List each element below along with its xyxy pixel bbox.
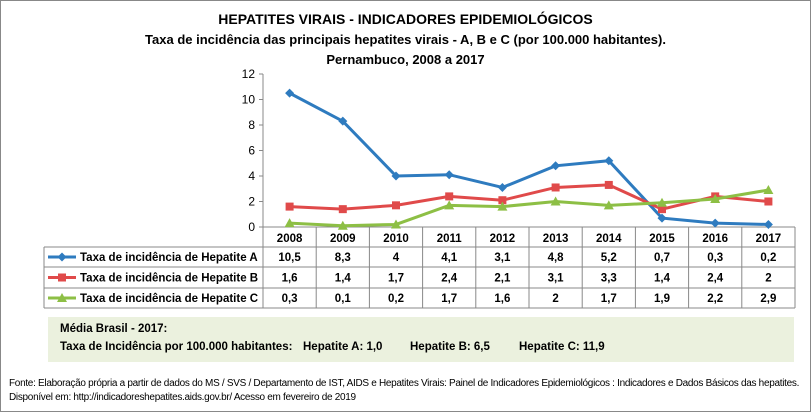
legend-label: Taxa de incidência de Hepatite B [80, 273, 258, 285]
series-line [288, 91, 769, 226]
data-point [551, 183, 560, 192]
x-tick-label: 2008 [277, 233, 303, 245]
data-point [604, 180, 613, 189]
table-cell: 0,2 [388, 293, 404, 305]
table-cell: 1,4 [654, 273, 671, 285]
table-cell: 2,1 [494, 273, 511, 285]
table-cell: 1,6 [282, 273, 298, 285]
data-point [337, 220, 348, 230]
table-cell: 4,8 [548, 252, 565, 264]
table-cell: 3,1 [494, 252, 511, 264]
x-tick-label: 2014 [596, 233, 622, 245]
x-tick-label: 2017 [756, 233, 782, 245]
note-heading: Média Brasil - 2017: [60, 323, 168, 335]
x-tick-label: 2010 [383, 233, 409, 245]
table-cell: 0,3 [707, 252, 723, 264]
data-point [551, 161, 561, 171]
y-tick-label: 0 [248, 220, 255, 234]
y-tick-label: 12 [242, 67, 256, 81]
x-tick-label: 2016 [702, 233, 728, 245]
data-point [444, 200, 455, 210]
table-cell: 3,3 [601, 273, 617, 285]
data-point [498, 196, 507, 205]
legend-marker [57, 293, 67, 302]
data-point [658, 205, 666, 214]
chart-plot: 0 2 4 6 8 10 12 2008 2009 2010 2011 2012 2013 2014 201… [43, 67, 796, 309]
data-point [497, 201, 508, 211]
table-cell: 2 [765, 273, 771, 285]
table-cell: 1,7 [441, 293, 457, 305]
table-cell: 2,4 [707, 273, 724, 285]
table-cell: 1,7 [601, 293, 617, 305]
table-cell: 0,3 [282, 293, 298, 305]
data-point [657, 197, 667, 207]
table-cell: 5,2 [601, 252, 617, 264]
x-tick-label: 2013 [543, 233, 569, 245]
data-point [603, 200, 614, 210]
table-cell: 1,7 [388, 273, 404, 285]
data-point [285, 88, 295, 98]
legend-marker [58, 273, 66, 282]
brazil-average-box: Média Brasil - 2017: Taxa de Incidência … [48, 317, 794, 362]
table-cell: 2,2 [707, 293, 723, 305]
data-point [763, 219, 773, 229]
data-point [657, 213, 667, 223]
data-point [284, 218, 295, 228]
table-cell: 2 [552, 293, 558, 305]
series-line [289, 188, 769, 228]
source-note: Fonte: Elaboração própria a partir de da… [9, 378, 800, 403]
table-cell: 1,6 [494, 293, 510, 305]
x-tick-label: 2009 [330, 233, 356, 245]
table-cell: 1,9 [654, 293, 670, 305]
series-line [289, 183, 769, 211]
data-point [604, 156, 614, 166]
y-tick-label: 2 [248, 195, 255, 209]
table-cell: 0,2 [760, 252, 776, 264]
data-point [445, 192, 454, 201]
y-tick-label: 8 [248, 118, 255, 132]
data-point [763, 185, 774, 195]
chart-title: HEPATITES VIRAIS - INDICADORES EPIDEMIOL… [218, 11, 593, 27]
note-label: Taxa de Incidência por 100.000 habitante… [60, 341, 293, 353]
y-tick-label: 10 [242, 93, 256, 107]
chart-subtitle: Taxa de incidência das principais hepati… [145, 32, 666, 47]
data-point [444, 170, 454, 180]
data-point [550, 196, 561, 206]
x-tick-label: 2012 [490, 233, 516, 245]
legend-label: Taxa de incidência de Hepatite C [80, 293, 258, 305]
y-tick-label: 6 [248, 144, 255, 158]
table-cell: 4,1 [441, 252, 458, 264]
legend-marker [57, 252, 67, 262]
data-point [391, 171, 401, 181]
table-cell: 2,9 [760, 293, 776, 305]
table-cell: 4 [393, 252, 400, 264]
table-cell: 8,3 [335, 252, 351, 264]
x-tick-label: 2011 [437, 233, 463, 245]
data-point [338, 116, 348, 126]
data-point [392, 201, 400, 210]
chart-subtitle-2: Pernambuco, 2008 a 2017 [326, 52, 485, 67]
note-hep-c: Hepatite C: 11,9 [519, 341, 605, 353]
table-cell: 2,4 [441, 273, 458, 285]
legend-label: Taxa de incidência de Hepatite A [80, 252, 258, 264]
data-point [497, 182, 507, 192]
data-point [764, 197, 773, 206]
data-point [710, 218, 720, 228]
table-cell: 0,7 [654, 252, 670, 264]
data-point [710, 193, 721, 203]
table-cell: 1,4 [335, 273, 352, 285]
note-hep-a: Hepatite A: 1,0 [303, 341, 383, 353]
x-tick-label: 2015 [649, 233, 675, 245]
data-point [285, 202, 294, 211]
table-cell: 3,1 [548, 273, 565, 285]
note-hep-b: Hepatite B: 6,5 [410, 341, 490, 353]
y-tick-label: 4 [248, 169, 255, 183]
data-point [391, 219, 401, 229]
data-point [338, 205, 347, 214]
table-cell: 0,1 [335, 293, 352, 305]
table-cell: 10,5 [278, 252, 301, 264]
